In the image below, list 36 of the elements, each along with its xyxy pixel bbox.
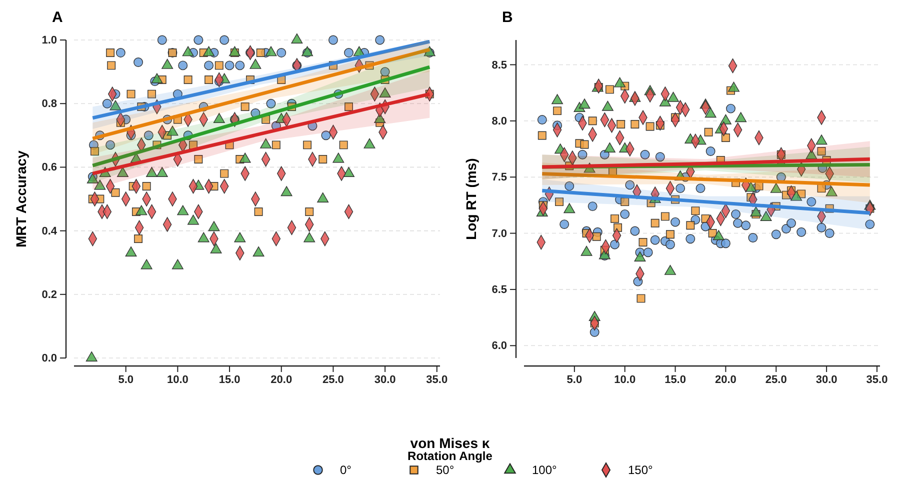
x-tick-label: 25.0 [322,374,344,386]
legend-label: 0° [340,463,352,477]
x-tick-label: 20.0 [270,374,292,386]
y-axis-title: MRT Accuracy [13,150,29,248]
legend-title: Rotation Angle [408,449,493,463]
y-tick-label: 7.5 [492,172,507,184]
chart-title: A [52,9,63,26]
y-tick-label: 6.0 [492,340,507,352]
x-tick-label: 25.0 [765,374,787,386]
x-tick-label: 35.0 [426,374,448,386]
x-tick-label: 35.0 [866,374,888,386]
chart-title: B [502,9,513,26]
legend-label: 100° [532,463,558,477]
y-axis-title: Log RT (ms) [463,158,479,240]
x-tick-label: 5.0 [118,374,134,386]
x-tick-label: 20.0 [714,374,736,386]
x-tick-label: 10.0 [614,374,636,386]
x-tick-label: 5.0 [566,374,582,386]
x-tick-label: 30.0 [374,374,396,386]
x-axis-title: von Mises κ [410,435,490,451]
y-tick-label: 8.5 [492,59,507,72]
y-tick-label: 7.0 [492,228,507,240]
y-tick-label: 6.5 [492,284,507,296]
y-tick-label: 0.2 [42,288,57,301]
legend-label: 50° [436,463,454,477]
legend-label: 150° [628,463,654,477]
x-tick-label: 30.0 [816,374,838,386]
y-tick-label: 8.0 [492,115,507,128]
x-tick-label: 15.0 [218,374,240,386]
y-tick-label: 0.0 [42,352,57,365]
y-tick-label: 1.0 [42,34,57,47]
y-tick-label: 0.6 [42,162,57,174]
x-tick-label: 10.0 [166,374,188,386]
x-tick-label: 15.0 [664,374,686,386]
y-tick-label: 0.4 [42,225,58,238]
y-tick-label: 0.8 [42,98,57,110]
